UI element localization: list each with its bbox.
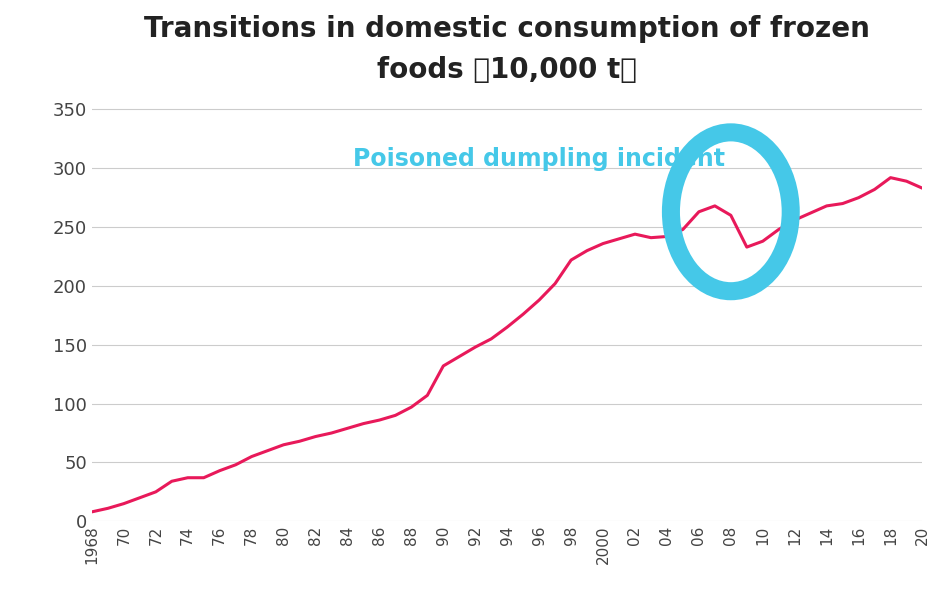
Text: Poisoned dumpling incident: Poisoned dumpling incident — [353, 147, 724, 171]
Title: Transitions in domestic consumption of frozen
foods （10,000 t）: Transitions in domestic consumption of f… — [144, 15, 869, 84]
